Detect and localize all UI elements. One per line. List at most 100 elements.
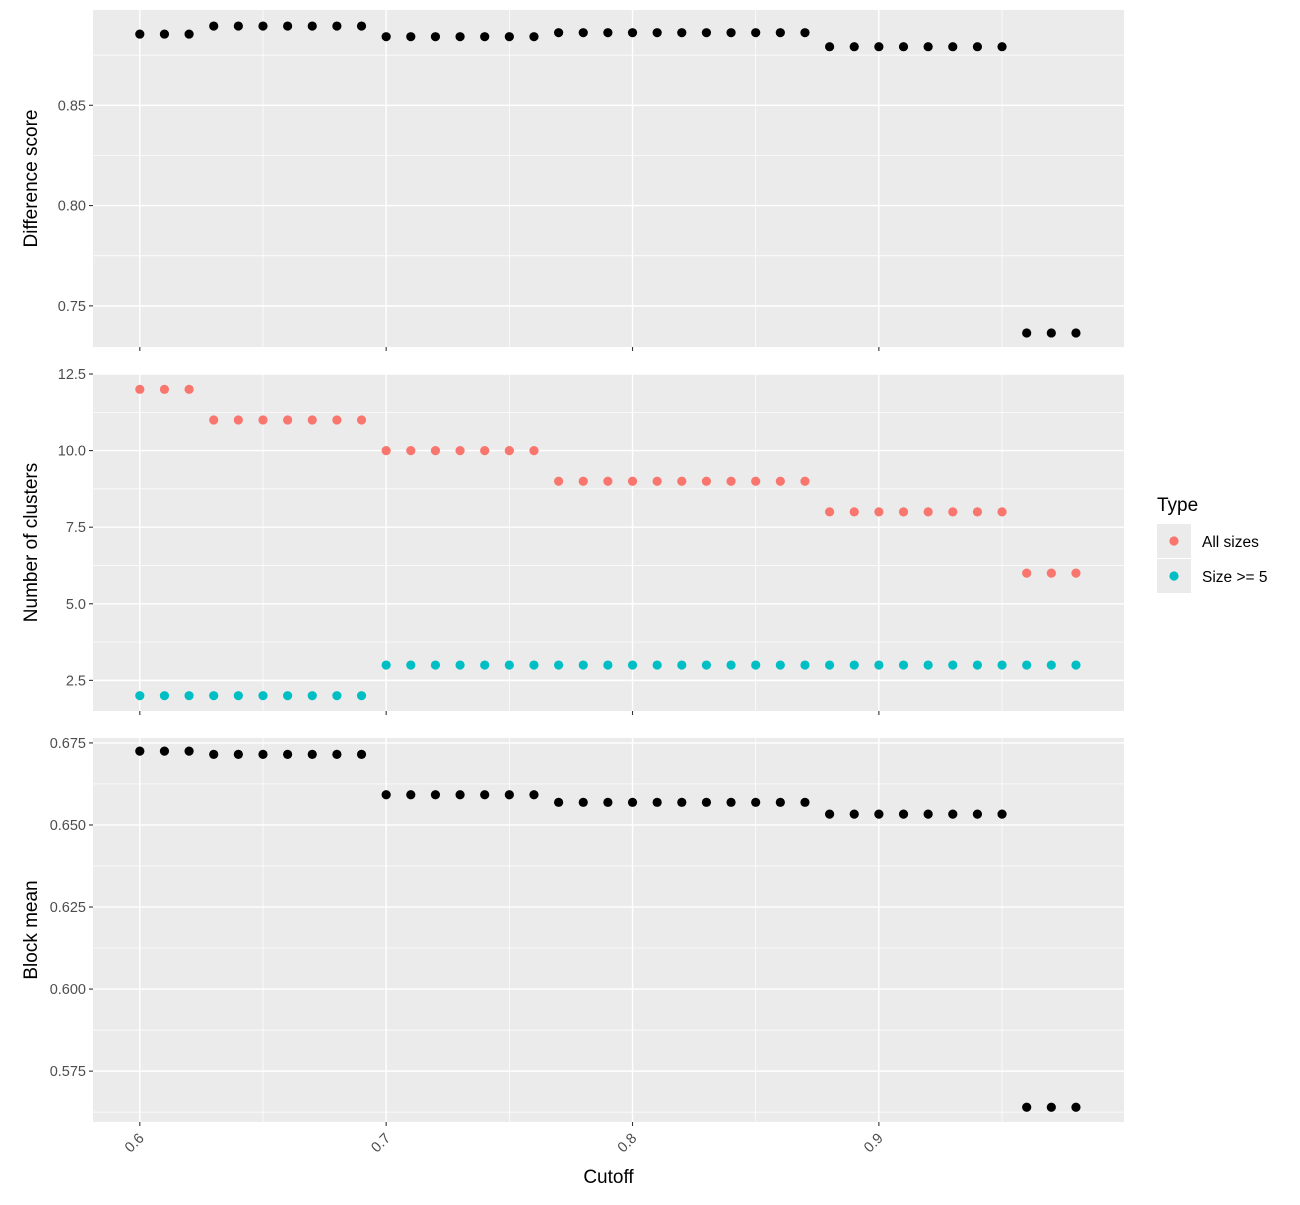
data-point xyxy=(751,797,761,807)
data-point xyxy=(578,797,588,807)
series-size-5 xyxy=(135,660,1081,701)
data-point xyxy=(233,415,243,425)
data-point xyxy=(972,660,983,670)
data-point xyxy=(825,660,835,670)
data-point xyxy=(948,507,958,517)
data-point xyxy=(529,32,539,42)
data-point xyxy=(849,42,859,52)
data-point xyxy=(825,809,835,819)
data-point xyxy=(1071,660,1081,670)
data-point xyxy=(898,809,909,819)
data-point xyxy=(184,691,194,701)
data-point xyxy=(258,691,268,701)
data-point xyxy=(923,660,933,670)
data-point xyxy=(726,28,736,38)
y-tick-label: 5.0 xyxy=(66,597,86,613)
data-point xyxy=(135,29,145,39)
data-point xyxy=(529,445,539,456)
y-tick-label: 0.600 xyxy=(50,982,86,998)
data-point xyxy=(775,660,785,670)
data-point xyxy=(406,790,416,800)
data-point xyxy=(554,797,564,807)
data-point xyxy=(1071,328,1081,338)
data-point xyxy=(1046,568,1056,578)
data-point xyxy=(997,42,1007,52)
y-axis-title: Block mean xyxy=(21,880,42,979)
data-point xyxy=(332,21,342,31)
data-point xyxy=(258,749,268,760)
data-point xyxy=(504,660,514,670)
data-point xyxy=(554,28,564,38)
data-point xyxy=(849,809,859,819)
data-point xyxy=(726,476,736,486)
y-tick-label: 7.5 xyxy=(66,520,86,536)
data-point xyxy=(159,746,170,756)
data-point xyxy=(504,445,514,456)
series-1 xyxy=(135,21,1081,338)
panel-background xyxy=(93,738,1124,1122)
data-point xyxy=(406,445,416,456)
data-point xyxy=(1022,1102,1032,1112)
data-point xyxy=(529,790,539,800)
y-tick-label: 12.5 xyxy=(58,367,86,383)
data-point xyxy=(800,476,810,486)
data-point xyxy=(209,691,219,701)
legend-key-size-5 xyxy=(1169,571,1179,581)
data-point xyxy=(430,790,441,800)
data-point xyxy=(997,660,1007,670)
data-point xyxy=(972,809,983,819)
y-axis-title: Difference score xyxy=(21,110,42,248)
data-point xyxy=(800,660,810,670)
y-tick-label: 2.5 xyxy=(66,673,86,689)
data-point xyxy=(430,445,441,456)
data-point xyxy=(652,797,662,807)
data-point xyxy=(1071,1102,1081,1112)
data-point xyxy=(504,32,514,42)
data-point xyxy=(406,660,416,670)
data-point xyxy=(283,415,293,425)
data-point xyxy=(627,476,638,486)
data-point xyxy=(480,32,490,42)
data-point xyxy=(603,660,613,670)
data-point xyxy=(307,749,317,760)
data-point xyxy=(233,691,243,701)
data-point xyxy=(258,21,268,31)
data-point xyxy=(406,32,416,42)
data-point xyxy=(430,32,441,42)
data-point xyxy=(775,797,785,807)
data-point xyxy=(381,445,391,456)
data-point xyxy=(923,42,933,52)
data-point xyxy=(652,476,662,486)
data-point xyxy=(1071,568,1081,578)
legend-label: Size >= 5 xyxy=(1202,569,1268,586)
data-point xyxy=(627,797,638,807)
data-point xyxy=(948,809,958,819)
data-point xyxy=(726,797,736,807)
data-point xyxy=(283,749,293,760)
data-point xyxy=(209,415,219,425)
data-point xyxy=(307,691,317,701)
data-point xyxy=(381,32,391,42)
data-point xyxy=(800,797,810,807)
data-point xyxy=(751,660,761,670)
data-point xyxy=(356,415,367,425)
data-point xyxy=(430,660,441,670)
data-point xyxy=(233,749,243,760)
data-point xyxy=(283,691,293,701)
panel-2: 2.5 5.0 7.5 10.0 12.5 Number of clusters xyxy=(21,367,1124,715)
data-point xyxy=(701,476,712,486)
panel-background xyxy=(93,10,1124,347)
data-point xyxy=(1022,660,1032,670)
data-point xyxy=(627,28,638,38)
data-point xyxy=(627,660,638,670)
data-point xyxy=(652,28,662,38)
y-tick-label: 0.85 xyxy=(58,98,86,114)
y-tick-label: 0.575 xyxy=(50,1064,86,1080)
data-point xyxy=(603,28,613,38)
data-point xyxy=(578,28,588,38)
data-point xyxy=(923,507,933,517)
data-point xyxy=(800,28,810,38)
data-point xyxy=(455,32,465,42)
data-point xyxy=(751,28,761,38)
